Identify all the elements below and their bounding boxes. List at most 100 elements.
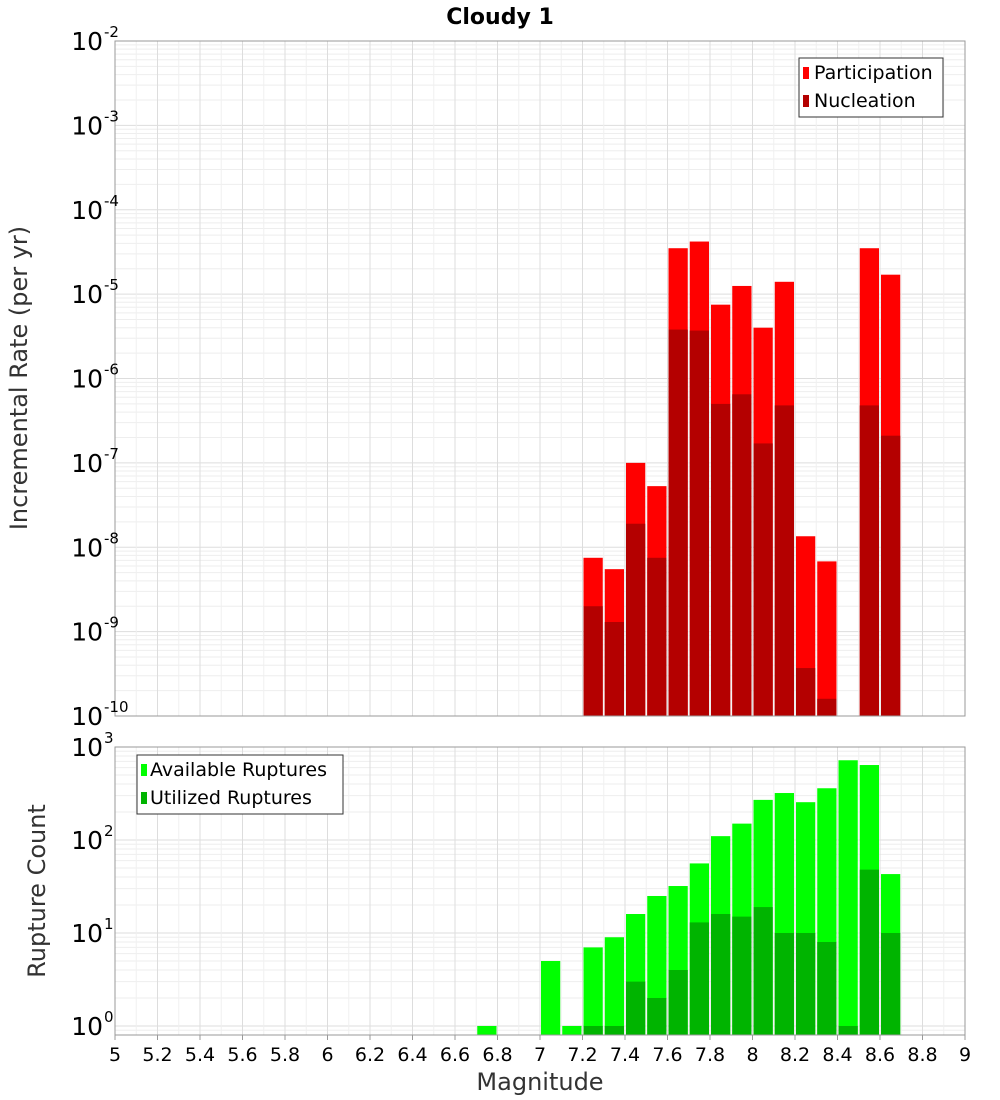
bar-available-ruptures: [604, 937, 624, 1035]
y-tick-exponent: 2: [104, 822, 114, 840]
y-tick-label: 10 -9: [71, 614, 119, 647]
bar-nucleation: [689, 330, 709, 716]
y-tick-base: 10: [71, 533, 103, 562]
x-tick-label: 8.8: [907, 1044, 937, 1066]
x-tick-label: 6.6: [440, 1044, 470, 1066]
bar-nucleation: [647, 557, 667, 716]
bar-utilized-ruptures: [774, 932, 794, 1035]
y-tick-exponent: -9: [104, 614, 119, 632]
legend-swatch-nucleation: [803, 95, 809, 107]
x-tick-label: 7: [534, 1044, 546, 1066]
y-tick-label: 10 -5: [71, 276, 119, 309]
top-grid: [114, 41, 966, 717]
x-tick-label: 5: [109, 1044, 121, 1066]
y-tick-base: 10: [71, 111, 103, 140]
bar-available-ruptures: [838, 760, 858, 1035]
x-tick-label: 7.2: [567, 1044, 597, 1066]
bar-nucleation: [881, 435, 901, 716]
bar-utilized-ruptures: [881, 932, 901, 1035]
y-tick-label: 10 -10: [71, 698, 128, 731]
bottom-bars: [477, 760, 901, 1035]
y-tick-label: 10 3: [71, 729, 113, 762]
x-tick-label: 8: [746, 1044, 758, 1066]
y-tick-label: 10 -8: [71, 529, 119, 562]
bar-utilized-ruptures: [753, 907, 773, 1035]
x-tick-label: 7.8: [695, 1044, 725, 1066]
bar-nucleation: [817, 698, 837, 716]
bar-available-ruptures: [541, 960, 561, 1035]
bar-available-ruptures: [562, 1025, 582, 1035]
bar-nucleation: [668, 329, 688, 716]
top-legend-box: [798, 57, 944, 118]
y-tick-exponent: -5: [104, 276, 119, 294]
y-tick-exponent: 1: [104, 915, 114, 933]
x-tick-label: 6.8: [482, 1044, 512, 1066]
x-tick-label: 9: [959, 1044, 971, 1066]
y-tick-base: 10: [71, 449, 103, 478]
bar-available-ruptures: [477, 1025, 497, 1035]
x-tick-label: 5.4: [185, 1044, 215, 1066]
y-tick-exponent: -3: [104, 107, 119, 125]
bar-nucleation: [774, 405, 794, 716]
legend-swatch-available: [141, 764, 147, 776]
y-tick-label: 10 1: [71, 915, 113, 948]
y-tick-label: 10 0: [71, 1008, 113, 1041]
bar-available-ruptures: [583, 947, 603, 1035]
chart-title: Cloudy 1: [446, 5, 554, 30]
y-tick-base: 10: [71, 919, 103, 948]
y-tick-base: 10: [71, 733, 103, 762]
bottom-legend-box: [136, 754, 344, 815]
xlabel: Magnitude: [476, 1068, 603, 1096]
legend-label-available: Available Ruptures: [150, 759, 327, 781]
bar-utilized-ruptures: [604, 1025, 624, 1035]
bar-utilized-ruptures: [583, 1025, 603, 1035]
x-tick-label: 6.2: [355, 1044, 385, 1066]
y-tick-label: 10 -2: [71, 23, 119, 56]
y-tick-exponent: -8: [104, 529, 119, 547]
y-tick-label: 10 -3: [71, 107, 119, 140]
x-tick-label: 6.4: [397, 1044, 427, 1066]
y-tick-label: 10 -6: [71, 361, 119, 394]
bar-utilized-ruptures: [838, 1025, 858, 1035]
bar-participation: [817, 561, 837, 716]
bar-utilized-ruptures: [626, 981, 646, 1035]
bar-nucleation: [583, 606, 603, 716]
x-tick-label: 8.6: [865, 1044, 895, 1066]
bar-utilized-ruptures: [711, 914, 731, 1035]
y-tick-base: 10: [71, 27, 103, 56]
top-ylabel: Incremental Rate (per yr): [5, 226, 33, 530]
x-tick-label: 7.6: [652, 1044, 682, 1066]
bottom-ylabel: Rupture Count: [23, 804, 51, 978]
bar-utilized-ruptures: [668, 969, 688, 1035]
bar-nucleation: [732, 394, 752, 716]
legend-label-participation: Participation: [814, 62, 933, 84]
x-tick-label: 6: [321, 1044, 333, 1066]
y-tick-base: 10: [71, 280, 103, 309]
bar-nucleation: [753, 443, 773, 716]
bar-utilized-ruptures: [796, 932, 816, 1035]
x-tick-label: 7.4: [610, 1044, 640, 1066]
legend-label-utilized: Utilized Ruptures: [150, 787, 312, 809]
x-tick-label: 5.6: [227, 1044, 257, 1066]
bar-nucleation: [711, 403, 731, 716]
bar-utilized-ruptures: [859, 869, 879, 1035]
y-tick-exponent: -4: [104, 192, 119, 210]
y-tick-exponent: -7: [104, 445, 119, 463]
y-tick-exponent: 3: [104, 729, 114, 747]
y-tick-exponent: -10: [104, 698, 129, 716]
y-tick-base: 10: [71, 1012, 103, 1041]
legend-label-nucleation: Nucleation: [814, 90, 916, 112]
bottom-legend: Available Ruptures Utilized Ruptures: [136, 754, 344, 815]
y-tick-base: 10: [71, 618, 103, 647]
top-plot-frame: [114, 40, 966, 717]
bar-utilized-ruptures: [817, 942, 837, 1035]
bar-utilized-ruptures: [647, 997, 667, 1035]
bar-utilized-ruptures: [689, 922, 709, 1035]
bar-nucleation: [626, 523, 646, 716]
top-bars: [583, 241, 901, 717]
x-tick-label: 8.4: [822, 1044, 852, 1066]
x-tick-label: 5.8: [270, 1044, 300, 1066]
